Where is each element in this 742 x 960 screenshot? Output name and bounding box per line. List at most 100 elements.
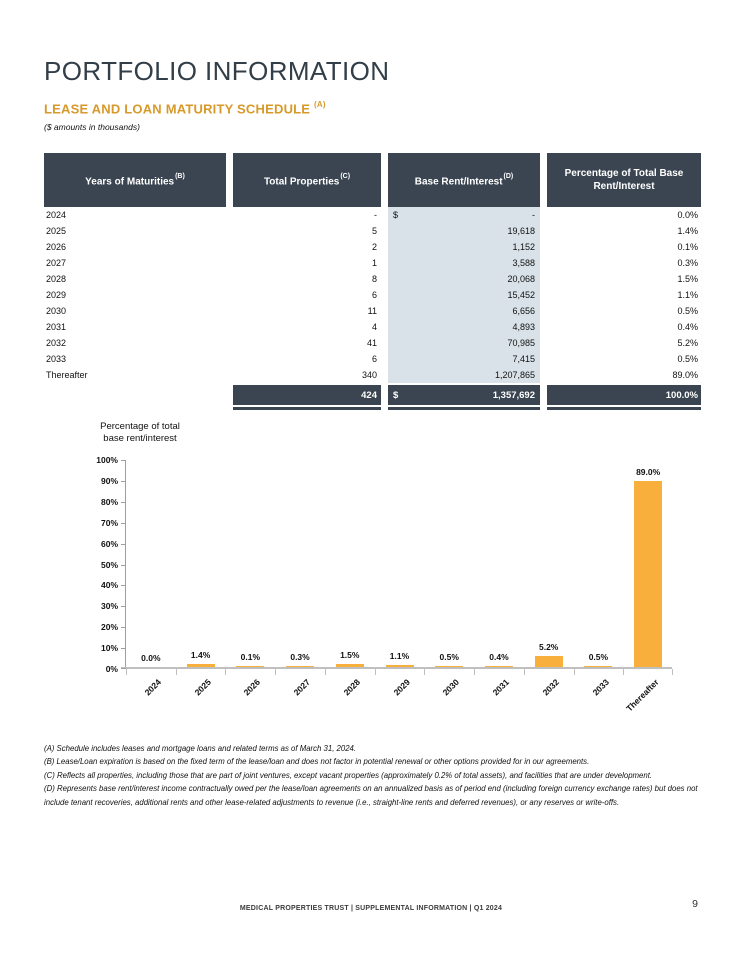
column-header-rent-label: Base Rent/Interest <box>414 176 503 188</box>
underline-properties <box>233 407 381 410</box>
table-row: 2031 4 4,893 0.4% <box>44 319 701 335</box>
cell-base-rent: 4,893 <box>388 319 540 335</box>
x-axis-label: 2026 <box>241 677 263 698</box>
table-row: 2024 - $ - 0.0% <box>44 207 701 223</box>
cell-percentage: 0.3% <box>677 258 698 268</box>
y-axis-tick-label: 20% <box>100 622 118 633</box>
total-base-rent: $ 1,357,692 <box>388 385 540 405</box>
bar-value-label: 1.4% <box>190 650 211 660</box>
cell-percentage: 0.1% <box>677 242 698 252</box>
cell-base-rent: 19,618 <box>388 223 540 239</box>
currency-symbol: $ <box>393 210 399 220</box>
rent-value: 3,588 <box>512 258 535 268</box>
cell-year: Thereafter <box>46 370 88 380</box>
cell-total-properties: 6 <box>371 290 377 300</box>
bar-value-label: 1.5% <box>340 650 360 660</box>
x-axis-label: 2031 <box>490 677 512 698</box>
bar-2033 <box>584 666 613 667</box>
table-row: 2028 8 20,068 1.5% <box>44 271 701 287</box>
section-heading-text: LEASE AND LOAN MATURITY SCHEDULE <box>44 101 311 117</box>
column-header-percentage-label: Percentage of Total Base Rent/Interest <box>564 168 684 192</box>
x-axis-tick <box>523 669 525 675</box>
cell-year: 2029 <box>46 290 67 300</box>
x-axis-tick <box>623 669 625 675</box>
cell-total-properties: 8 <box>371 274 377 284</box>
y-axis-tick <box>121 501 126 503</box>
y-axis-tick-label: 60% <box>100 538 118 549</box>
y-axis-tick-label: 10% <box>100 643 118 654</box>
x-axis-tick <box>374 669 376 675</box>
table-row: Thereafter 340 1,207,865 89.0% <box>44 367 701 383</box>
cell-total-properties: - <box>374 210 377 220</box>
cell-total-properties: 41 <box>366 338 377 348</box>
rent-value: 7,415 <box>512 354 535 364</box>
total-properties: 424 <box>233 385 381 405</box>
column-header-years: Years of Maturities(B) <box>44 153 226 207</box>
cell-total-properties: 4 <box>371 322 377 332</box>
cell-percentage: 1.1% <box>677 290 698 300</box>
bar-thereafter <box>634 481 663 667</box>
page-number: 9 <box>692 898 698 910</box>
cell-total-properties: 5 <box>371 226 377 236</box>
cell-year: 2024 <box>46 210 67 220</box>
table-total-row: 424 $ 1,357,692 100.0% <box>44 385 701 405</box>
column-header-years-label: Years of Maturities <box>85 176 175 188</box>
maturity-bar-chart: Percentage of total base rent/interest 0… <box>44 417 712 737</box>
cell-base-rent: 6,656 <box>388 303 540 319</box>
y-axis-tick <box>121 648 126 650</box>
x-axis-tick <box>474 669 476 675</box>
table-row: 2025 5 19,618 1.4% <box>44 223 701 239</box>
cell-percentage: 89.0% <box>672 370 698 380</box>
x-axis-label: 2024 <box>142 677 163 698</box>
rent-value: 4,893 <box>512 322 535 332</box>
y-axis-tick <box>121 522 126 524</box>
y-axis-tick <box>121 668 126 669</box>
cell-base-rent: 3,588 <box>388 255 540 271</box>
bar-2028 <box>335 664 364 667</box>
bar-value-label: 0.5% <box>588 652 609 662</box>
x-axis-tick <box>275 669 277 675</box>
table-row: 2026 2 1,152 0.1% <box>44 239 701 255</box>
y-axis-tick <box>121 564 126 566</box>
rent-value: 1,152 <box>512 242 535 252</box>
bar-2029 <box>385 665 414 667</box>
footnotes: (A) Schedule includes leases and mortgag… <box>44 742 704 809</box>
rent-value: 1,207,865 <box>494 370 535 380</box>
x-axis-label: 2025 <box>192 677 213 698</box>
cell-total-properties: 1 <box>371 258 377 268</box>
x-axis-tick <box>424 669 426 675</box>
chart-y-axis-title: Percentage of total base rent/interest <box>60 421 220 445</box>
bar-2032 <box>534 656 563 667</box>
cell-year: 2027 <box>46 258 67 268</box>
chart-plot: 0.0% 2024 1.4% 2025 0.1% 2026 0.3% 2027 1.5% 2028… <box>121 460 673 713</box>
bar-2026 <box>236 666 265 667</box>
rent-value: 70,985 <box>507 338 535 348</box>
cell-percentage: 0.5% <box>677 306 698 316</box>
section-heading: LEASE AND LOAN MATURITY SCHEDULE (A) <box>44 100 326 117</box>
rent-value: 20,068 <box>507 274 535 284</box>
x-axis-tick <box>126 669 127 675</box>
rent-value: 15,452 <box>507 290 535 300</box>
cell-year: 2026 <box>46 242 67 252</box>
x-axis-tick <box>225 669 227 675</box>
bar-value-label: 1.1% <box>389 651 410 661</box>
cell-year: 2028 <box>46 274 67 284</box>
table-body: 2024 - $ - 0.0% 2025 5 19,618 1. <box>44 207 701 383</box>
bar-2027 <box>286 666 315 667</box>
footer-text: MEDICAL PROPERTIES TRUST | SUPPLEMENTAL … <box>239 905 503 912</box>
cell-base-rent: 1,152 <box>388 239 540 255</box>
bar-value-label: 0.4% <box>489 652 509 662</box>
bar-2030 <box>435 666 464 667</box>
underline-blank <box>44 407 226 410</box>
section-heading-footnote-ref: (A) <box>313 100 326 109</box>
table-row: 2033 6 7,415 0.5% <box>44 351 701 367</box>
y-axis-tick <box>121 606 126 608</box>
cell-base-rent: 15,452 <box>388 287 540 303</box>
y-axis-tick <box>121 543 126 545</box>
x-axis-tick <box>573 669 575 675</box>
column-header-properties-label: Total Properties <box>263 176 340 188</box>
x-axis-label: 2028 <box>341 677 362 698</box>
total-rent-value: 1,357,692 <box>492 389 535 401</box>
underline-rent <box>388 407 540 410</box>
